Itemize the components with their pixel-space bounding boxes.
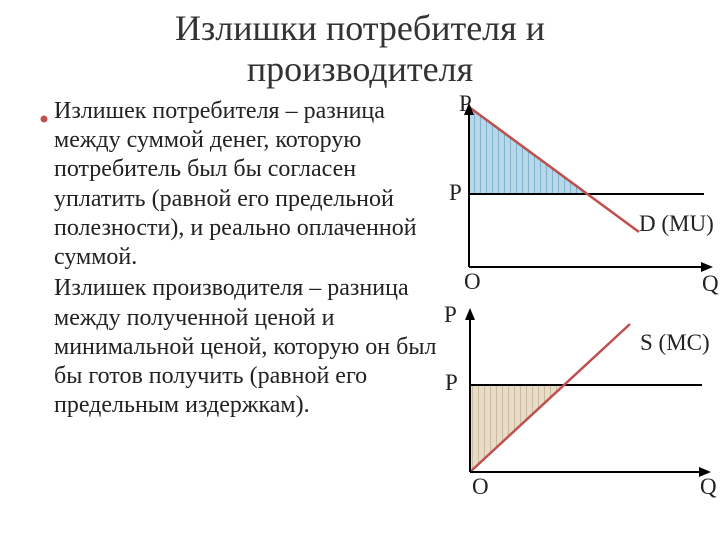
- chart2-origin-label: O: [472, 474, 489, 500]
- charts-column: P P O Q D (MU) P P O Q S (MC): [444, 97, 720, 423]
- chart1-origin-label: O: [464, 269, 481, 295]
- chart2-price-label: P: [445, 370, 458, 396]
- chart1-price-label: P: [449, 180, 462, 206]
- bullet-dot-1: [40, 115, 48, 123]
- chart1-svg: [444, 97, 720, 297]
- title-line1: Излишки потребителя и: [175, 8, 545, 48]
- chart1-demand-label: D (MU): [639, 211, 714, 237]
- chart2-x-axis-label: Q: [700, 474, 717, 500]
- chart2-supply-label: S (MC): [640, 330, 710, 356]
- consumer-surplus-chart: P P O Q D (MU): [444, 97, 720, 302]
- para2-lead: Излишек производителя: [54, 275, 303, 301]
- chart2-y-axis-label: P: [444, 302, 457, 328]
- para1-lead: Излишек потребителя: [54, 98, 280, 124]
- paragraph-producer-surplus: Излишек производителя – разница между по…: [54, 274, 444, 420]
- text-column: Излишек потребителя – разница между сумм…: [54, 97, 444, 423]
- paragraph-consumer-surplus: Излишек потребителя – разница между сумм…: [54, 97, 444, 273]
- slide-title: Излишки потребителя и производителя: [0, 0, 720, 91]
- content-area: Излишек потребителя – разница между сумм…: [0, 91, 720, 423]
- title-line2: производителя: [247, 49, 473, 89]
- chart1-y-axis-label: P: [459, 91, 472, 117]
- producer-surplus-chart: P P O Q S (MC): [442, 302, 720, 507]
- chart1-x-axis-label: Q: [702, 271, 719, 297]
